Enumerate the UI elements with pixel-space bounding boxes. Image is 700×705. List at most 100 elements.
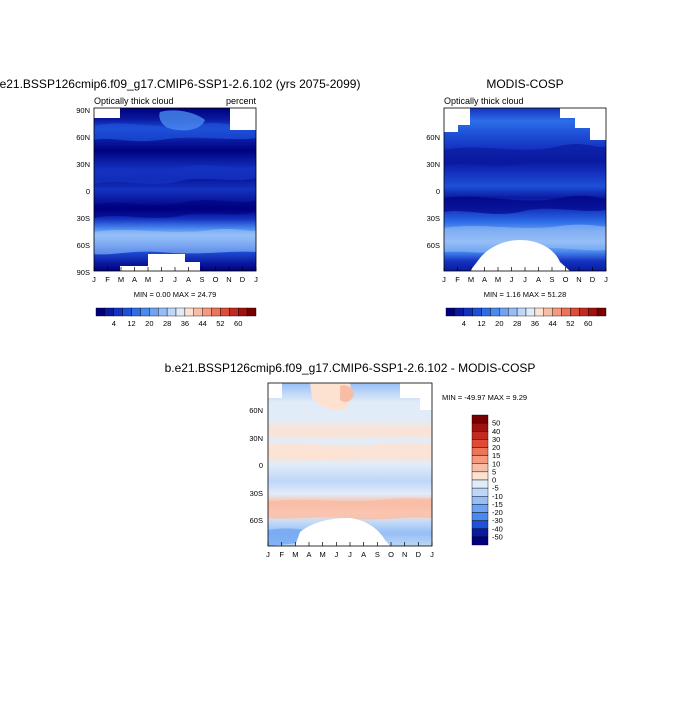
panel-model: b.e21.BSSP126cmip6.f09_g17.CMIP6-SSP1-2.… (0, 77, 360, 328)
colorbar-swatch (516, 307, 527, 317)
panel-model-band (94, 229, 256, 255)
colorbar-swatch (122, 307, 132, 317)
xtick-label: J (348, 550, 352, 559)
colorbar-label: 52 (566, 319, 574, 328)
panel-diff-missing (295, 518, 390, 546)
ytick-label: 60S (250, 516, 263, 525)
colorbar-swatch (140, 307, 150, 317)
panel-obs-missing (444, 108, 606, 140)
ytick-label: 30N (249, 434, 263, 443)
panel-obs-title: MODIS-COSP (486, 77, 563, 91)
panel-diff-yticks: 60N 30N 0 30S 60S (249, 406, 263, 525)
xtick-label: O (213, 275, 219, 284)
colorbar-label: 30 (492, 435, 500, 444)
colorbar-swatch (229, 307, 239, 317)
panel-model-band (94, 200, 256, 218)
panel-obs-band (444, 195, 606, 214)
colorbar-label: 36 (531, 319, 539, 328)
xtick-label: F (105, 275, 110, 284)
xtick-label: J (430, 550, 434, 559)
xtick-label: M (145, 275, 151, 284)
ytick-label: 30S (250, 489, 263, 498)
colorbar-label: -20 (492, 508, 503, 517)
colorbar-label: 12 (477, 319, 485, 328)
ytick-label: 30S (427, 214, 440, 223)
colorbar-model: 4 12 20 28 36 44 52 60 (95, 307, 257, 328)
colorbar-swatch (454, 307, 464, 317)
colorbar-swatch (471, 496, 489, 505)
colorbar-swatch (471, 479, 489, 489)
colorbar-swatch (202, 307, 212, 317)
colorbar-label: 20 (145, 319, 153, 328)
xtick-label: J (604, 275, 608, 284)
colorbar-swatch (104, 307, 114, 317)
colorbar-label: 60 (584, 319, 592, 328)
xtick-label: N (576, 275, 581, 284)
colorbar-swatch (131, 307, 141, 317)
colorbar-swatch (471, 439, 489, 448)
colorbar-label: 12 (127, 319, 135, 328)
colorbar-label: 40 (492, 427, 500, 436)
colorbar-swatch (471, 504, 489, 513)
xtick-label: M (118, 275, 124, 284)
colorbar-label: -40 (492, 524, 503, 533)
panel-model-missing (120, 254, 200, 271)
colorbar-swatch (166, 307, 177, 317)
colorbar-swatch (445, 307, 456, 317)
colorbar-label: 44 (548, 319, 556, 328)
ytick-label: 60N (249, 406, 263, 415)
ytick-label: 0 (259, 461, 263, 470)
panel-diff-minmax: MIN = -49.97 MAX = 9.29 (442, 393, 527, 402)
xtick-label: S (375, 550, 380, 559)
panel-model-subtitle: Optically thick cloud (94, 96, 174, 106)
colorbar-label: 60 (234, 319, 242, 328)
colorbar-swatch (95, 307, 106, 317)
panel-diff-band (268, 498, 432, 520)
colorbar-swatch (588, 307, 598, 317)
colorbar-swatch (158, 307, 168, 317)
panel-obs-band (444, 224, 606, 253)
xtick-label: J (510, 275, 514, 284)
panel-model-units: percent (226, 96, 257, 106)
colorbar-swatch (472, 307, 482, 317)
xtick-label: M (292, 550, 298, 559)
colorbar-swatch (193, 307, 203, 317)
colorbar-obs: 4 12 20 28 36 44 52 60 (445, 307, 607, 328)
colorbar-swatch (481, 307, 491, 317)
panel-diff-title: b.e21.BSSP126cmip6.f09_g17.CMIP6-SSP1-2.… (165, 361, 536, 375)
colorbar-swatch (471, 414, 489, 424)
panel-obs-subtitle: Optically thick cloud (444, 96, 524, 106)
ytick-label: 30N (426, 160, 440, 169)
colorbar-swatch (220, 307, 230, 317)
colorbar-label: 10 (492, 459, 500, 468)
panel-model-missing (94, 108, 256, 130)
colorbar-swatch (534, 307, 544, 317)
panel-obs-missing (470, 240, 570, 271)
colorbar-label: 52 (216, 319, 224, 328)
ytick-label: 60S (77, 241, 90, 250)
panel-model-band (94, 165, 256, 184)
colorbar-swatch (471, 447, 489, 456)
ytick-label: 90N (76, 106, 90, 115)
colorbar-label: 4 (112, 319, 116, 328)
colorbar-label: -5 (492, 484, 499, 493)
colorbar-swatch (471, 471, 489, 481)
panel-model-band (159, 110, 205, 131)
colorbar-label: 20 (492, 443, 500, 452)
colorbar-swatch (175, 307, 186, 317)
colorbar-label: 0 (492, 476, 496, 485)
colorbar-label: -10 (492, 492, 503, 501)
xtick-label: M (320, 550, 326, 559)
colorbar-swatch (471, 463, 489, 473)
colorbar-swatch (184, 307, 194, 317)
ytick-label: 30S (77, 214, 90, 223)
ytick-label: 30N (76, 160, 90, 169)
colorbar-label: 15 (492, 451, 500, 460)
xtick-label: O (388, 550, 394, 559)
colorbar-swatch (561, 307, 571, 317)
colorbar-swatch (596, 307, 607, 317)
xtick-label: J (334, 550, 338, 559)
xtick-label: A (361, 550, 366, 559)
